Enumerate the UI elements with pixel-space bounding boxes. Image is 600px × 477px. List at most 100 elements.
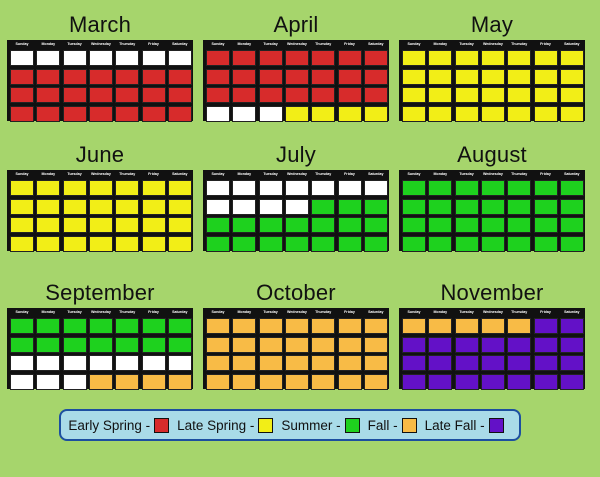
day-cell [428,318,453,334]
day-cell [559,50,584,66]
day-cell [402,336,426,353]
day-header: Thursday [315,172,332,176]
day-cell [507,198,532,215]
day-header: Friday [540,172,551,176]
day-cell [284,68,309,85]
day-header: Tuesday [263,42,278,46]
day-cell [480,217,505,233]
day-header: Monday [41,42,56,46]
day-header: Sunday [211,172,225,176]
day-header: Saturday [368,172,384,176]
day-cell [36,336,61,353]
day-cell [428,68,453,85]
day-cell [141,198,166,215]
day-cell [402,373,426,390]
day-cell [10,180,34,196]
month-title: May [470,12,514,37]
day-cell [480,373,505,390]
month-title: November [440,280,544,305]
day-header: Thursday [119,310,136,314]
day-cell [311,180,336,196]
day-cell [88,50,113,66]
day-cell [206,318,230,334]
day-cell [258,355,283,371]
day-cell [167,198,192,215]
day-cell [88,318,113,334]
day-cell [36,87,61,103]
day-cell [115,50,140,66]
legend-swatch [344,417,360,433]
day-cell [62,355,87,371]
day-cell [337,87,362,103]
day-cell [141,235,166,252]
legend-label: Late Spring - [177,417,255,433]
day-header: Wednesday [90,172,111,176]
season-legend: Early Spring - Late Spring - Summer - Fa… [59,409,521,441]
calendar-table: Sunday Monday Tuesday Wednesday Thursday Frid… [7,308,193,390]
day-header: Tuesday [459,172,474,176]
day-cell [232,235,257,252]
month-calendar: August Sunday Monday Tuesday Wednesday Thursd… [399,140,585,252]
day-header: Friday [344,42,355,46]
month-title: October [256,280,336,305]
day-header: Wednesday [482,42,503,46]
day-cell [206,198,230,215]
day-cell [88,180,113,196]
day-cell [232,318,257,334]
day-cell [337,217,362,233]
day-header: Tuesday [67,42,82,46]
day-cell [36,198,61,215]
day-cell [258,336,283,353]
month-calendar: July Sunday Monday Tuesday Wednesday Thursday… [203,140,389,252]
day-cell [337,355,362,371]
day-cell [559,105,584,122]
month-title: July [276,142,316,167]
day-cell [454,87,479,103]
day-cell [284,87,309,103]
day-cell [402,217,426,233]
day-header: Wednesday [286,172,307,176]
day-cell [141,336,166,353]
day-cell [88,235,113,252]
legend-item-late-spring: Late Spring - [177,417,281,433]
day-cell [167,235,192,252]
day-cell [10,235,34,252]
day-cell [480,198,505,215]
day-cell [559,235,584,252]
day-cell [454,68,479,85]
day-cell [363,355,388,371]
day-header: Thursday [511,310,528,314]
day-cell [533,217,558,233]
day-cell [311,355,336,371]
day-cell [311,235,336,252]
day-cell [311,318,336,334]
day-header: Thursday [315,310,332,314]
legend-label: Summer - [281,417,341,433]
day-cell [62,87,87,103]
day-cell [454,235,479,252]
day-cell [258,373,283,390]
day-cell [402,235,426,252]
day-cell [167,373,192,390]
day-cell [115,87,140,103]
day-cell [10,105,34,122]
day-cell [141,355,166,371]
legend-item-early-spring: Early Spring - [68,417,177,433]
legend-item-late-fall: Late Fall - [424,417,512,433]
day-cell [428,105,453,122]
day-cell [206,87,230,103]
day-cell [402,50,426,66]
day-cell [62,180,87,196]
day-cell [454,373,479,390]
day-cell [141,217,166,233]
day-cell [258,87,283,103]
day-cell [115,235,140,252]
day-cell [454,198,479,215]
legend-item-fall: Fall - [368,417,425,433]
legend-label: Late Fall - [424,417,485,433]
day-header: Wednesday [286,310,307,314]
day-cell [337,318,362,334]
day-cell [232,336,257,353]
day-header: Saturday [564,172,580,176]
day-header: Wednesday [90,310,111,314]
